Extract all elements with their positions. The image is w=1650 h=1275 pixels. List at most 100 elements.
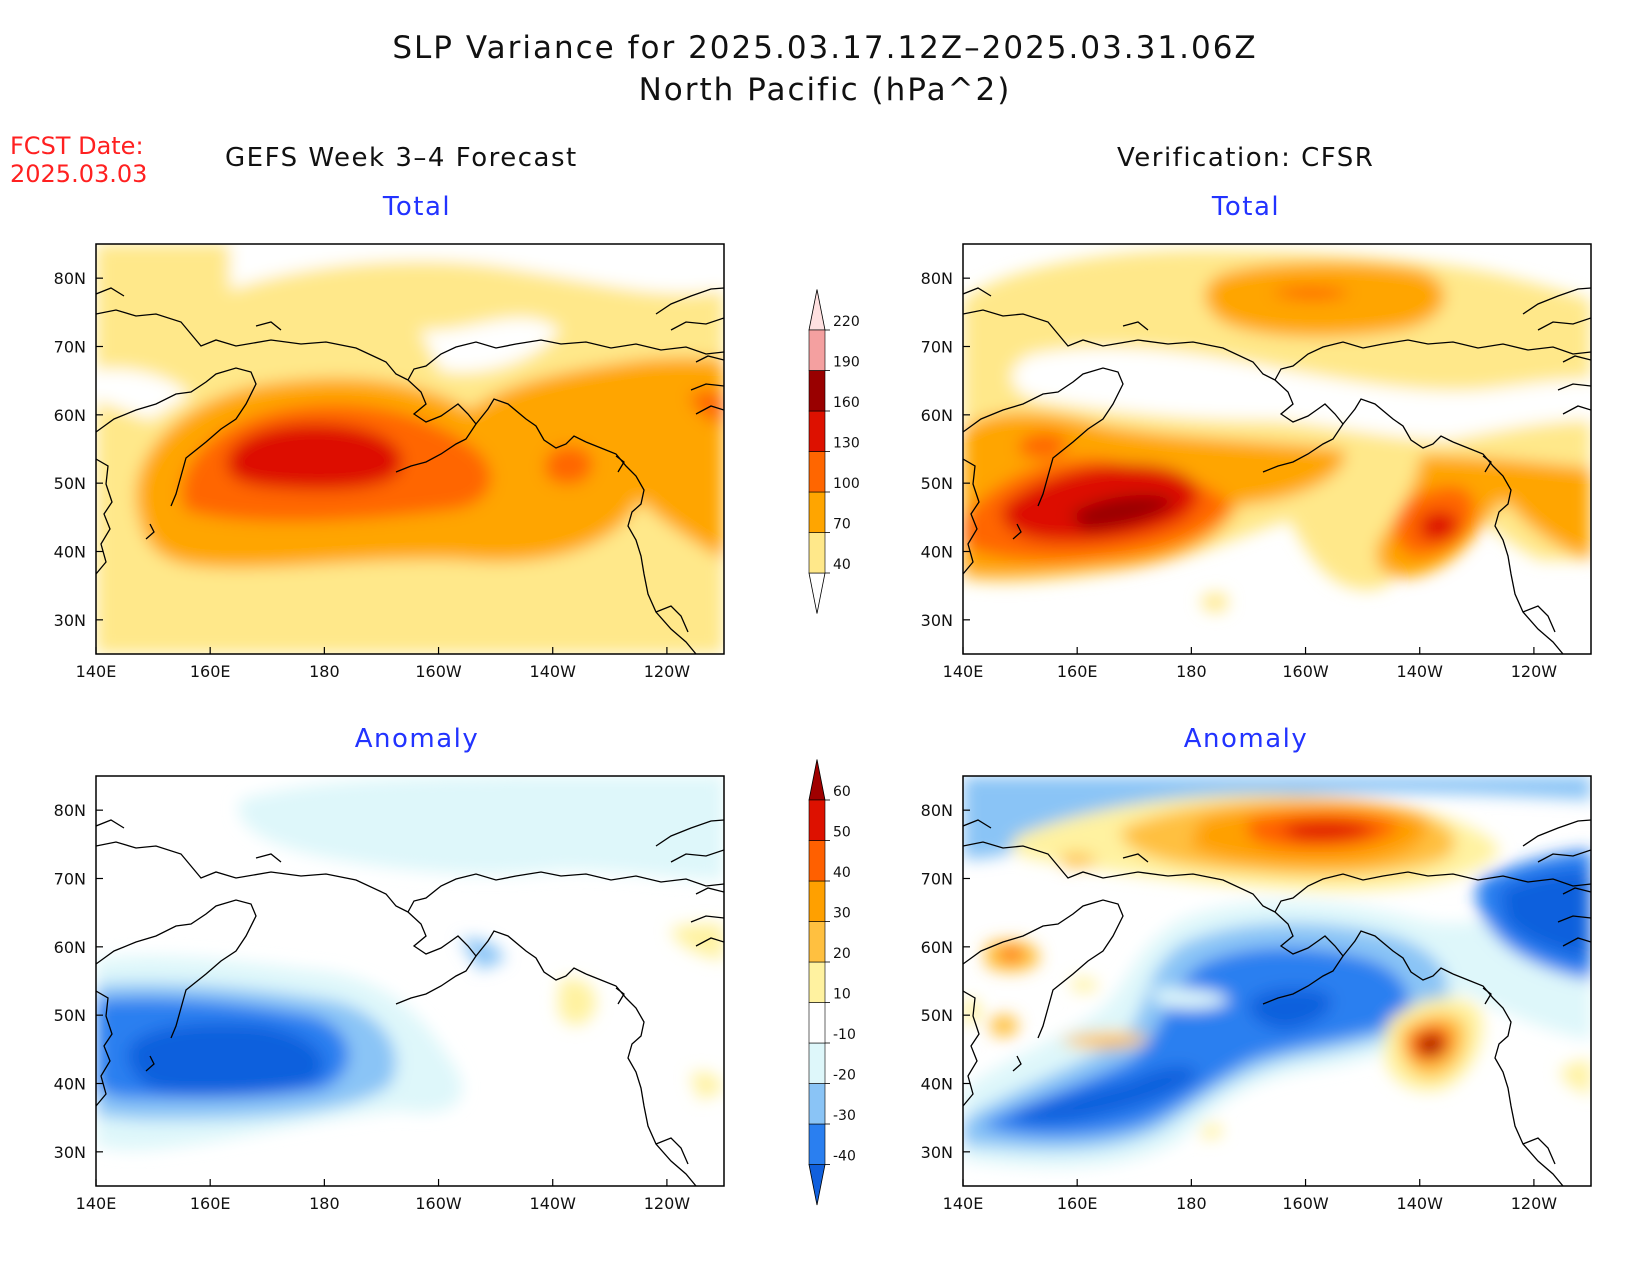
lat-tick-label: 80N: [921, 269, 953, 288]
map-anomaly-forecast: 140E 160E 180 160W 140W 120W 30N 40N 50N 60N 70N 80…: [54, 775, 725, 1213]
lat-tick-label: 40N: [54, 1075, 86, 1094]
lon-tick-label: 140W: [1397, 662, 1444, 681]
lon-tick-label: 160W: [415, 662, 462, 681]
lon-tick-label: 180: [309, 1194, 340, 1213]
colorbar-label: -10: [833, 1027, 856, 1043]
lon-tick-label: 180: [309, 662, 340, 681]
lon-tick-label: 140E: [943, 1194, 984, 1213]
colorbar-segment: [808, 1123, 826, 1165]
main-title: SLP Variance for 2025.03.17.12Z–2025.03.…: [392, 30, 1258, 66]
lon-tick-label: 160E: [1057, 662, 1098, 681]
lat-tick-label: 50N: [54, 474, 86, 493]
colorbar-total: 40 70 100 130 160 190 220: [808, 289, 860, 614]
lat-tick-label: 40N: [54, 543, 86, 562]
panel-title-anomaly-forecast: Anomaly: [354, 724, 480, 754]
map-total-forecast: 140E 160E 180 160W 140W 120W 30N 40N 50N 60N 70N 80…: [54, 243, 725, 681]
panel-title-anomaly-verification: Anomaly: [1183, 724, 1309, 754]
colorbar-segment: [808, 1083, 826, 1125]
lon-tick-label: 120W: [644, 662, 691, 681]
lon-tick-label: 120W: [1511, 1194, 1558, 1213]
colorbar-label: 130: [833, 436, 860, 452]
colorbar-end-high: [808, 759, 826, 801]
colorbar-segment: [808, 329, 826, 371]
fcst-date-label: FCST Date:: [10, 132, 144, 160]
map-anomaly-verification: 140E 160E 180 160W 140W 120W 30N 40N 50N 60N 70N 80…: [921, 775, 1592, 1213]
colorbar-label: 160: [833, 395, 860, 411]
colorbar-segment: [808, 1042, 826, 1084]
axes-total-forecast: 140E 160E 180 160W 140W 120W 30N 40N 50N 60N 70N 80…: [54, 269, 691, 681]
axes-anomaly-verification: 140E 160E 180 160W 140W 120W 30N 40N 50N 60N 70N 80…: [921, 801, 1558, 1213]
colorbar-label: -20: [833, 1068, 856, 1084]
lat-tick-label: 30N: [921, 1143, 953, 1162]
lat-tick-label: 30N: [54, 611, 86, 630]
lat-tick-label: 80N: [921, 801, 953, 820]
panel-title-total-forecast: Total: [382, 192, 452, 222]
lon-tick-label: 160W: [1282, 1194, 1329, 1213]
colorbar-end-high: [808, 289, 826, 331]
lat-tick-label: 50N: [921, 1006, 953, 1025]
lon-tick-label: 140E: [76, 662, 117, 681]
colorbar-label: 70: [833, 517, 851, 533]
colorbar-label: 60: [833, 784, 851, 800]
lat-tick-label: 60N: [921, 938, 953, 957]
colorbar-end-low: [808, 1164, 826, 1206]
lat-tick-label: 60N: [54, 938, 86, 957]
lon-tick-label: 140E: [76, 1194, 117, 1213]
axes-total-verification: 140E 160E 180 160W 140W 120W 30N 40N 50N 60N 70N 80…: [921, 269, 1558, 681]
colorbar-segment: [808, 961, 826, 1003]
lon-tick-label: 120W: [1511, 662, 1558, 681]
colorbar-label: 30: [833, 906, 851, 922]
colorbar-segment: [808, 799, 826, 841]
colorbar-anomaly: -40 -30 -20 -10 10 20 30 40 50 60: [808, 759, 856, 1206]
lat-tick-label: 70N: [54, 338, 86, 357]
lon-tick-label: 160W: [415, 1194, 462, 1213]
lon-tick-label: 140W: [530, 662, 577, 681]
lat-tick-label: 70N: [921, 870, 953, 889]
lat-tick-label: 70N: [921, 338, 953, 357]
lat-tick-label: 50N: [921, 474, 953, 493]
colorbar-label: 20: [833, 946, 851, 962]
lon-tick-label: 180: [1176, 662, 1207, 681]
colorbar-segment: [808, 491, 826, 533]
lon-tick-label: 140W: [1397, 1194, 1444, 1213]
colorbar-segment: [808, 1002, 826, 1044]
main-subtitle: North Pacific (hPa^2): [638, 72, 1012, 108]
fcst-date-value: 2025.03.03: [10, 160, 148, 188]
colorbar-label: 40: [833, 865, 851, 881]
forecast-column-title: GEFS Week 3–4 Forecast: [225, 143, 578, 173]
colorbar-segment: [808, 921, 826, 963]
colorbar-segment: [808, 410, 826, 452]
colorbar-label: 100: [833, 476, 860, 492]
lat-tick-label: 80N: [54, 801, 86, 820]
verification-column-title: Verification: CFSR: [1117, 143, 1375, 173]
lat-tick-label: 50N: [54, 1006, 86, 1025]
lat-tick-label: 60N: [921, 406, 953, 425]
lat-tick-label: 60N: [54, 406, 86, 425]
lon-tick-label: 160W: [1282, 662, 1329, 681]
colorbar-segment: [808, 840, 826, 882]
lat-tick-label: 70N: [54, 870, 86, 889]
colorbar-label: 190: [833, 355, 860, 371]
lat-tick-label: 80N: [54, 269, 86, 288]
map-total-verification: 140E 160E 180 160W 140W 120W 30N 40N 50N 60N 70N 80…: [921, 243, 1592, 681]
lon-tick-label: 180: [1176, 1194, 1207, 1213]
colorbar-segment: [808, 532, 826, 574]
lon-tick-label: 160E: [190, 662, 231, 681]
lon-tick-label: 140E: [943, 662, 984, 681]
colorbar-label: -30: [833, 1108, 856, 1124]
lon-tick-label: 160E: [1057, 1194, 1098, 1213]
colorbar-label: 50: [833, 825, 851, 841]
fcst-date-block: FCST Date: 2025.03.03: [10, 132, 147, 188]
panel-title-total-verification: Total: [1211, 192, 1281, 222]
colorbar-label: -40: [833, 1149, 856, 1165]
colorbar-label: 10: [833, 987, 851, 1003]
colorbar-label: 220: [833, 314, 860, 330]
colorbar-end-low: [808, 572, 826, 614]
lat-tick-label: 40N: [921, 1075, 953, 1094]
lon-tick-label: 120W: [644, 1194, 691, 1213]
lat-tick-label: 40N: [921, 543, 953, 562]
lon-tick-label: 140W: [530, 1194, 577, 1213]
lat-tick-label: 30N: [54, 1143, 86, 1162]
colorbar-segment: [808, 451, 826, 493]
